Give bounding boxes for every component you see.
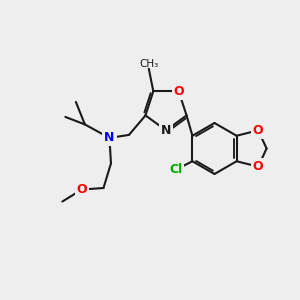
Text: O: O [173,85,184,98]
Text: CH₃: CH₃ [139,59,158,69]
Text: O: O [76,183,87,196]
Text: O: O [253,124,263,137]
Text: N: N [104,131,115,144]
Text: N: N [161,124,171,137]
Text: O: O [253,160,263,173]
Text: Cl: Cl [169,163,182,176]
